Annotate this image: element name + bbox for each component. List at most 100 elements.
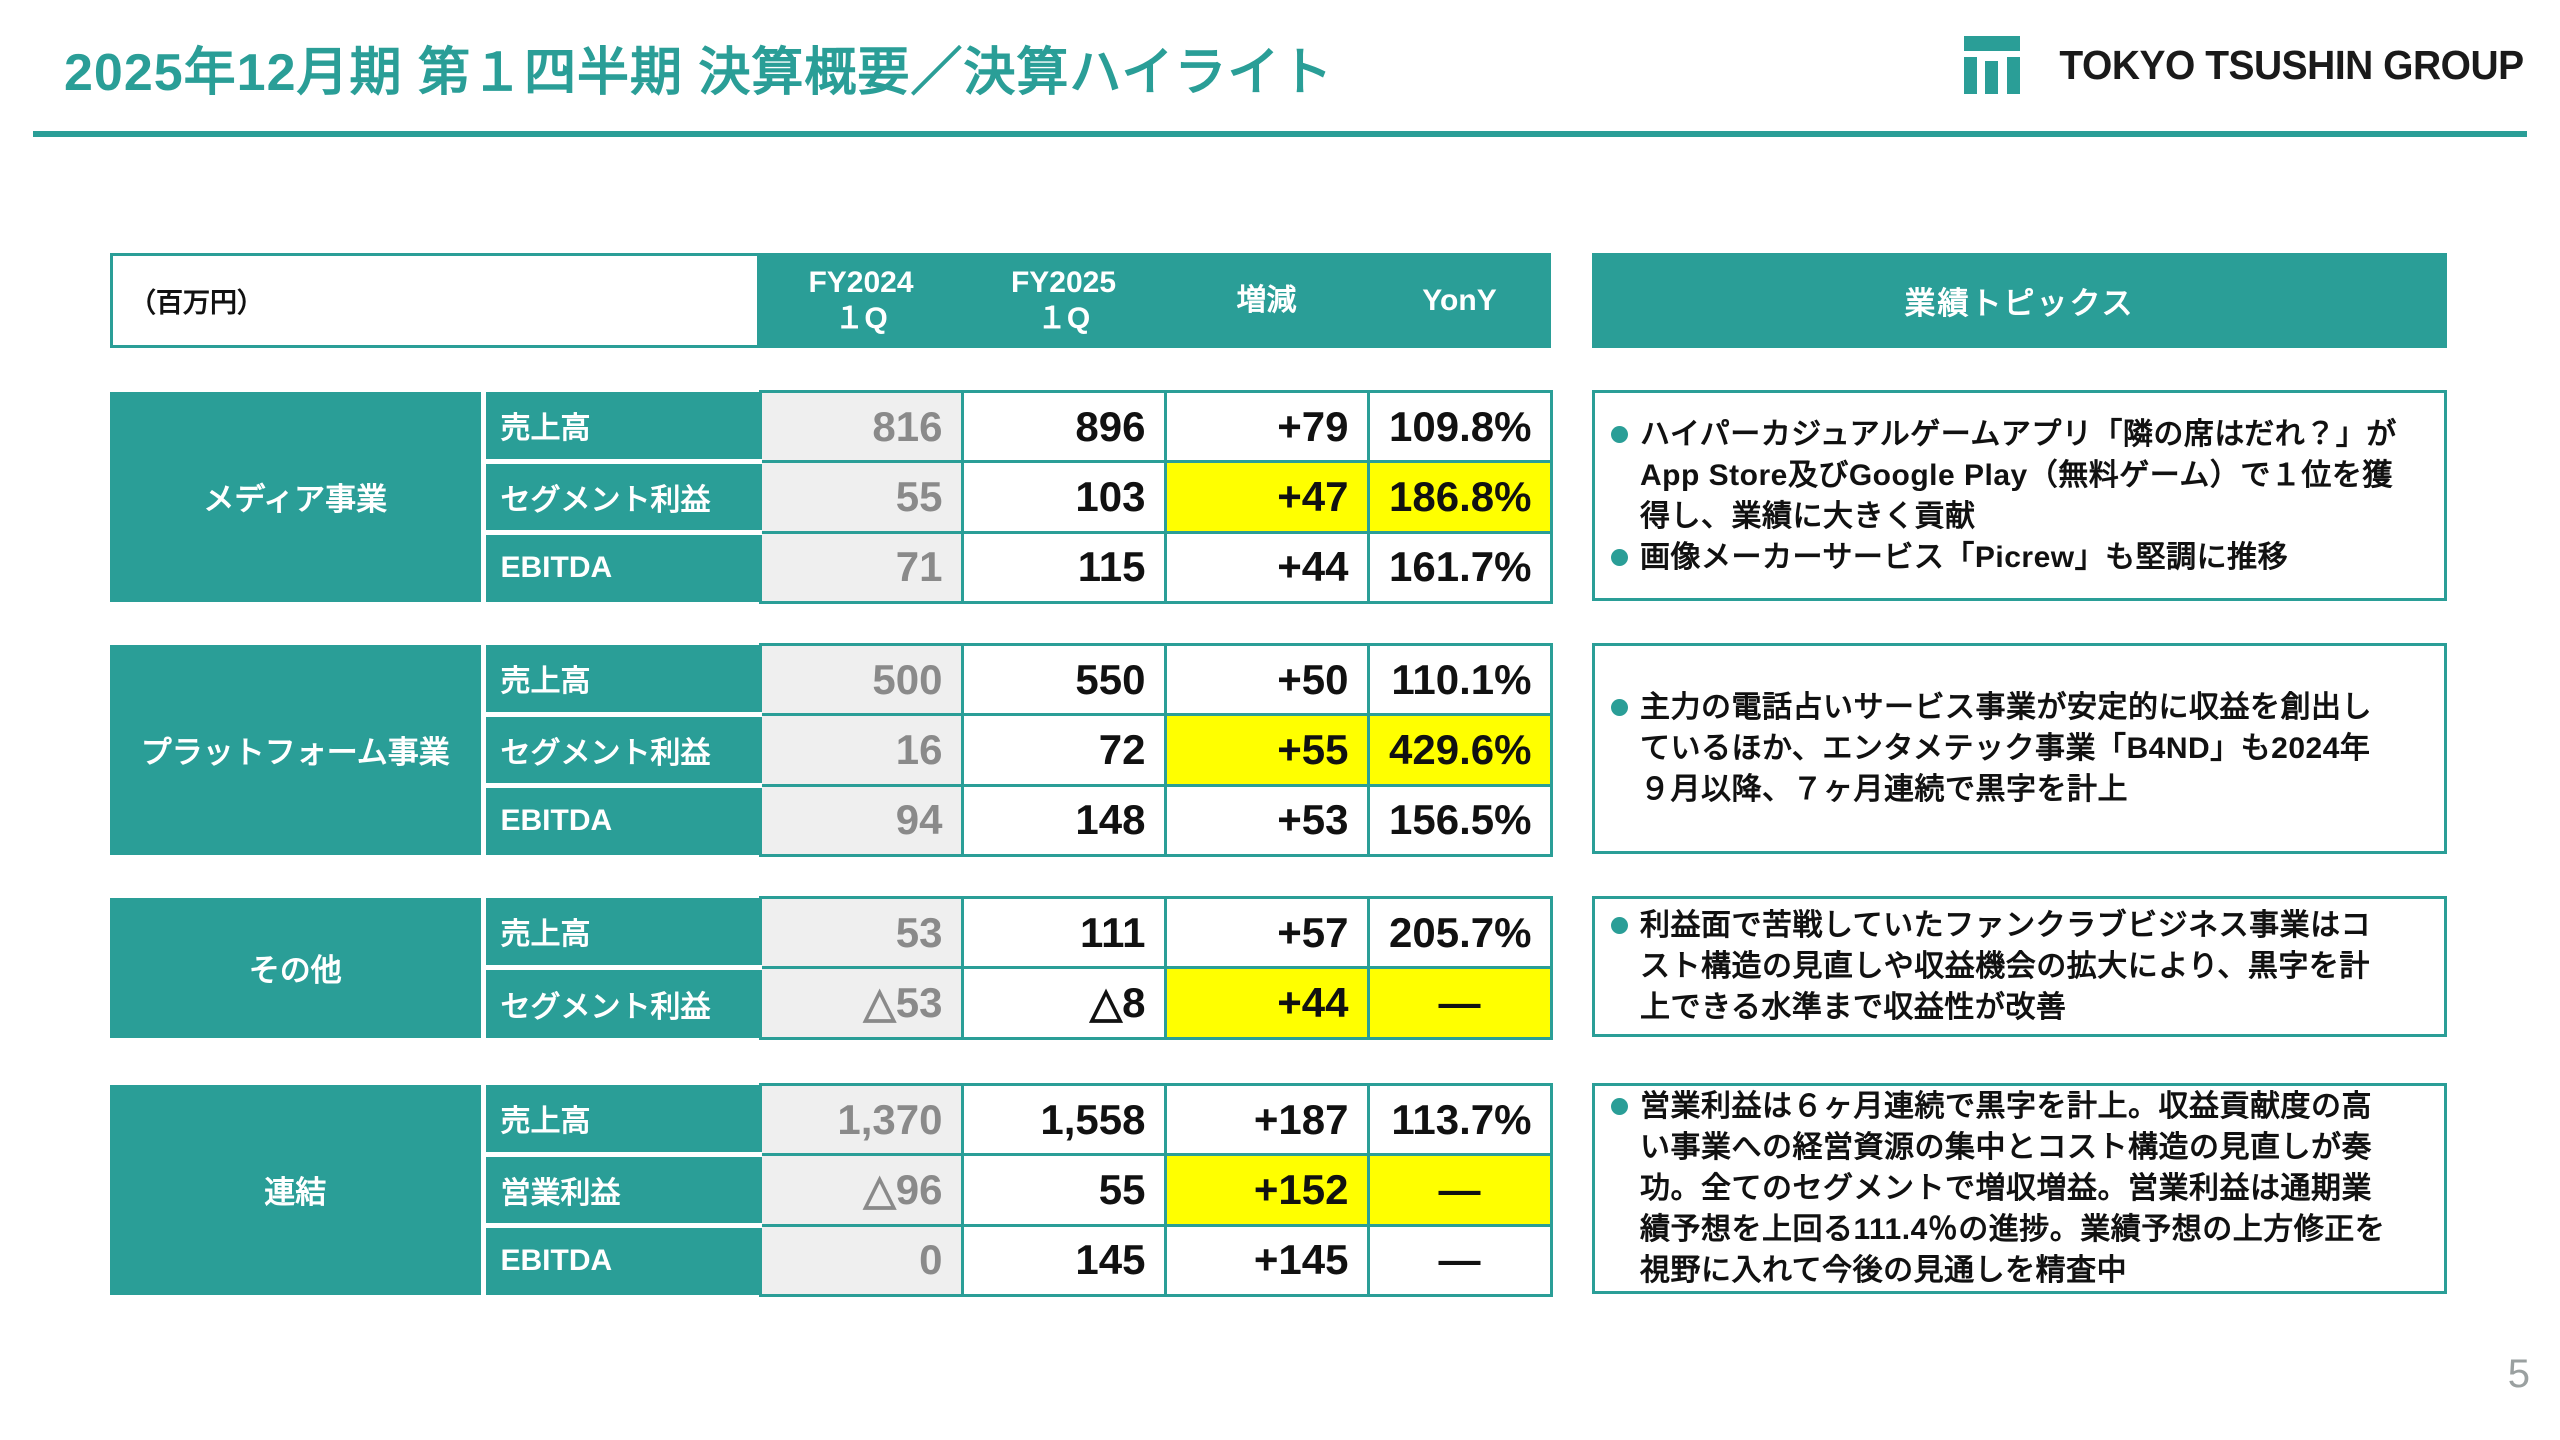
logo-bar-icon xyxy=(1964,36,2021,51)
row-label: セグメント利益 xyxy=(483,712,760,786)
row-label: セグメント利益 xyxy=(483,965,760,1039)
cell-yony: 429.6% xyxy=(1366,713,1553,787)
page-number: 5 xyxy=(2507,1352,2530,1396)
title-divider xyxy=(33,131,2527,137)
cell-fy2024: △53 xyxy=(758,966,964,1040)
bullet-icon xyxy=(1611,548,1628,566)
column-header-line: １Q xyxy=(834,301,888,335)
group-label: その他 xyxy=(110,897,486,1039)
segment-group-platform: プラットフォーム事業 売上高 500 550 +50 110.1% セグメント利益 16 72 +… xyxy=(110,642,1553,857)
topic-item: 営業利益は６ヶ月連続で黒字を計上。収益貢献度の高い事業への経営資源の集中とコスト… xyxy=(1611,1086,2398,1291)
topic-item: 画像メーカーサービス「Picrew」も堅調に推移 xyxy=(1611,537,2398,578)
column-header-fy2024: FY2024 １Q xyxy=(760,253,962,348)
page-title: 2025年12月期 第１四半期 決算概要／決算ハイライト xyxy=(64,44,1334,102)
cell-diff: +145 xyxy=(1163,1223,1370,1297)
logo-bar-icon xyxy=(1985,61,1999,94)
cell-fy2024: 53 xyxy=(758,895,964,970)
column-header-line: 増減 xyxy=(1236,283,1297,317)
column-header-line: FY2025 xyxy=(1010,265,1117,299)
table-row: セグメント利益 16 72 +55 429.6% xyxy=(110,712,1553,787)
cell-yony: 186.8% xyxy=(1366,460,1553,534)
cell-fy2024: △96 xyxy=(758,1153,964,1227)
segment-group-media: メディア事業 売上高 816 896 +79 109.8% セグメント利益 55 103 +47 1… xyxy=(110,389,1553,604)
row-label: セグメント利益 xyxy=(483,459,760,533)
row-label: 売上高 xyxy=(483,644,760,715)
row-label: 売上高 xyxy=(483,391,760,462)
topic-text: 主力の電話占いサービス事業が安定的に収益を創出しているほか、エンタメテック事業「… xyxy=(1640,691,2372,806)
cell-fy2025: 896 xyxy=(960,389,1167,464)
cell-fy2024: 16 xyxy=(758,713,964,787)
bullet-icon xyxy=(1611,425,1628,443)
cell-fy2024: 0 xyxy=(758,1223,964,1297)
column-header-line: YonY xyxy=(1422,283,1497,317)
table-row: EBITDA 0 145 +145 ― xyxy=(110,1222,1553,1297)
table-row: プラットフォーム事業 売上高 500 550 +50 110.1% xyxy=(110,642,1553,856)
cell-diff: +55 xyxy=(1163,713,1370,787)
cell-fy2025: 148 xyxy=(960,783,1167,857)
table-row: その他 売上高 53 111 +57 205.7% xyxy=(110,895,1553,1039)
row-label: 売上高 xyxy=(483,1084,760,1155)
topic-text: ハイパーカジュアルゲームアプリ「隣の席はだれ？」がApp Store及びGoog… xyxy=(1640,417,2397,533)
row-label: 営業利益 xyxy=(483,1152,760,1226)
cell-fy2025: 103 xyxy=(960,460,1167,534)
topic-text: 営業利益は６ヶ月連続で黒字を計上。収益貢献度の高い事業への経営資源の集中とコスト… xyxy=(1640,1090,2386,1287)
column-header-yony: YonY xyxy=(1368,253,1551,348)
topics-header: 業績トピックス xyxy=(1592,253,2447,348)
cell-fy2025: △8 xyxy=(960,966,1167,1040)
cell-fy2024: 94 xyxy=(758,783,964,857)
cell-fy2024: 71 xyxy=(758,530,964,604)
topic-box-platform: 主力の電話占いサービス事業が安定的に収益を創出しているほか、エンタメテック事業「… xyxy=(1592,643,2447,854)
cell-diff: +50 xyxy=(1163,642,1370,717)
column-header-fy2025: FY2025 １Q xyxy=(962,253,1165,348)
table-row: EBITDA 71 115 +44 161.7% xyxy=(110,529,1553,604)
table-row: EBITDA 94 148 +53 156.5% xyxy=(110,782,1553,857)
table-row: 営業利益 △96 55 +152 ― xyxy=(110,1152,1553,1227)
cell-diff: +187 xyxy=(1163,1082,1370,1157)
row-label: EBITDA xyxy=(483,529,760,603)
cell-fy2025: 72 xyxy=(960,713,1167,787)
topic-text: 画像メーカーサービス「Picrew」も堅調に推移 xyxy=(1640,540,2289,574)
cell-yony: ― xyxy=(1366,966,1553,1040)
cell-yony: 113.7% xyxy=(1366,1082,1553,1157)
cell-fy2025: 1,558 xyxy=(960,1082,1167,1157)
cell-yony: ― xyxy=(1366,1153,1553,1227)
topic-box-others: 利益面で苦戦していたファンクラブビジネス事業はコスト構造の見直しや収益機会の拡大… xyxy=(1592,896,2447,1037)
table-row: 連結 売上高 1,370 1,558 +187 113.7% xyxy=(110,1082,1553,1296)
cell-diff: +44 xyxy=(1163,966,1370,1040)
table-header: （百万円） FY2024 １Q FY2025 １Q 増減 YonY xyxy=(110,253,1551,348)
table-row: セグメント利益 55 103 +47 186.8% xyxy=(110,459,1553,534)
cell-diff: +152 xyxy=(1163,1153,1370,1227)
cell-fy2025: 55 xyxy=(960,1153,1167,1227)
cell-fy2024: 500 xyxy=(758,642,964,717)
column-header-diff: 増減 xyxy=(1165,253,1368,348)
group-label: メディア事業 xyxy=(110,391,486,603)
row-label: EBITDA xyxy=(483,1222,760,1296)
cell-fy2025: 115 xyxy=(960,530,1167,604)
row-label: 売上高 xyxy=(483,897,760,968)
cell-fy2024: 816 xyxy=(758,389,964,464)
cell-yony: 205.7% xyxy=(1366,895,1553,970)
cell-yony: ― xyxy=(1366,1223,1553,1297)
topic-item: ハイパーカジュアルゲームアプリ「隣の席はだれ？」がApp Store及びGoog… xyxy=(1611,414,2398,537)
bullet-icon xyxy=(1611,1098,1628,1115)
column-header-line: FY2024 xyxy=(808,265,914,299)
row-label: EBITDA xyxy=(483,782,760,856)
cell-yony: 161.7% xyxy=(1366,530,1553,604)
tokyo-tsushin-logo-icon xyxy=(1964,36,2021,94)
cell-yony: 156.5% xyxy=(1366,783,1553,857)
topic-item: 主力の電話占いサービス事業が安定的に収益を創出しているほか、エンタメテック事業「… xyxy=(1611,687,2398,810)
topic-box-media: ハイパーカジュアルゲームアプリ「隣の席はだれ？」がApp Store及びGoog… xyxy=(1592,390,2447,601)
cell-diff: +53 xyxy=(1163,783,1370,857)
topic-item: 利益面で苦戦していたファンクラブビジネス事業はコスト構造の見直しや収益機会の拡大… xyxy=(1611,905,2398,1028)
cell-fy2024: 1,370 xyxy=(758,1082,964,1157)
topic-box-consolidated: 営業利益は６ヶ月連続で黒字を計上。収益貢献度の高い事業への経営資源の集中とコスト… xyxy=(1592,1083,2447,1294)
logo-bar-icon xyxy=(1964,57,1978,94)
cell-diff: +44 xyxy=(1163,530,1370,604)
group-label: 連結 xyxy=(110,1084,486,1296)
table-row: メディア事業 売上高 816 896 +79 109.8% xyxy=(110,389,1553,603)
cell-yony: 110.1% xyxy=(1366,642,1553,717)
column-headers: FY2024 １Q FY2025 １Q 増減 YonY xyxy=(760,253,1551,348)
topic-text: 利益面で苦戦していたファンクラブビジネス事業はコスト構造の見直しや収益機会の拡大… xyxy=(1640,909,2372,1024)
segment-group-others: その他 売上高 53 111 +57 205.7% セグメント利益 △53 △8 +44 ― xyxy=(110,895,1553,1040)
